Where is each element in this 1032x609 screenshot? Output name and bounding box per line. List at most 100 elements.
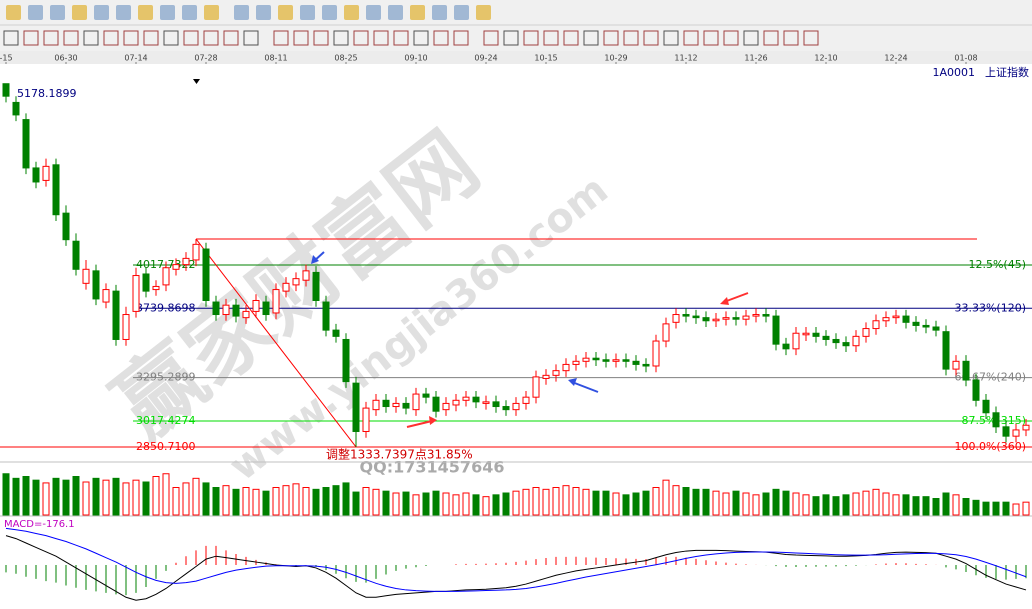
toolbar-button [293,30,309,46]
candle-body [712,318,720,322]
candle-body [42,165,50,181]
toolbar-button [223,30,239,46]
toolbar-button [432,5,447,20]
toolbar-button [563,30,579,46]
candle-body [662,323,670,342]
volume-bar [1002,501,1010,516]
volume-bar [912,496,920,516]
volume-bar [412,494,420,516]
volume-bar [512,490,520,516]
toolbar-button [203,30,219,46]
candle-body [242,310,250,319]
volume-bar [312,488,320,516]
toolbar-button [28,5,43,20]
volume-bar [622,494,630,516]
volume-bar [612,492,620,516]
candle-body [402,402,410,409]
candle-body [962,360,970,381]
candle-body [602,359,610,362]
candle-body [252,299,260,312]
toolbar-button [116,5,131,20]
candle-body [82,268,90,284]
volume-bar [662,479,670,516]
candle-body [982,399,990,414]
candle-body [852,335,860,347]
toolbar-button [94,5,109,20]
candle-body [382,399,390,408]
toolbar-button [373,30,389,46]
candle-body [542,374,550,379]
toolbar-button [803,30,819,46]
volume-bar [582,488,590,516]
toolbar-button [143,30,159,46]
volume-bar [802,494,810,516]
candle-body [372,399,380,411]
volume-bar [702,488,710,516]
volume-bar [382,490,390,516]
candle-body [812,332,820,337]
toolbar-button [433,30,449,46]
volume-bar [112,477,120,516]
candle-body [582,357,590,362]
toolbar-button [783,30,799,46]
x-tick-label: 10-15 [534,54,557,63]
volume-bar [562,485,570,516]
toolbar-button [483,30,499,46]
candle-body [502,406,510,411]
fib-price-label: 3739.8698 [136,301,196,314]
candle-body [992,412,1000,428]
x-tick-label: 08-25 [334,54,357,63]
toolbar-button [523,30,539,46]
stock-name: 上证指数 [985,65,1029,79]
volume-bar [932,498,940,516]
volume-bar [132,479,140,516]
volume-bar [672,485,680,516]
toolbar-button [278,5,293,20]
volume-bar [332,485,340,516]
x-tick-label: 10-29 [604,54,627,63]
arrow-head [311,255,319,264]
volume-bar [862,490,870,516]
volume-bar [272,487,280,516]
volume-bar [172,487,180,516]
candle-body [842,342,850,347]
toolbar-button [393,30,409,46]
candle-body [702,317,710,322]
candle-body [632,360,640,365]
volume-bar [872,488,880,516]
toolbar-button [344,5,359,20]
fib-tag: 100.0%(360) [954,440,1026,453]
candle-body [12,101,20,116]
candle-body [472,396,480,403]
candle-body [272,289,280,314]
volume-bar [542,488,550,516]
candle-body [622,359,630,362]
candle-body [432,396,440,412]
volume-bar [952,494,960,516]
volume-bar [72,476,80,516]
candle-body [202,248,210,301]
volume-bar [432,490,440,516]
volume-bar [352,491,360,516]
toolbar-button [543,30,559,46]
candle-body [282,282,290,292]
toolbar-button [643,30,659,46]
volume-bar [822,494,830,516]
candle-body [802,332,810,336]
volume-bar [92,477,100,516]
toolbar-button [313,30,329,46]
toolbar-button [273,30,289,46]
candle-body [532,376,540,398]
volume-bar [192,477,200,516]
candle-body [912,321,920,326]
x-tick-label: 12-24 [884,54,907,63]
candle-body [412,393,420,411]
candle-body [342,338,350,383]
candle-body [752,314,760,317]
toolbar-button [138,5,153,20]
candle-body [212,301,220,316]
cursor-marker [193,79,200,84]
volume-bar [762,492,770,516]
volume-bar [1022,501,1030,516]
